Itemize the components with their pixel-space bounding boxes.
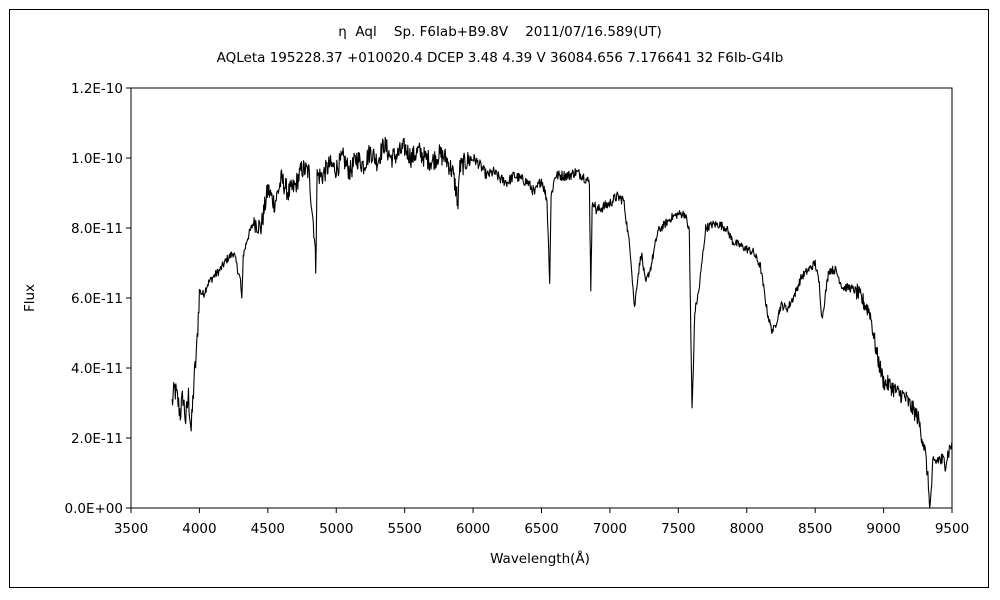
y-tick-label: 4.0E-11 [71, 361, 123, 377]
plot-area [130, 87, 953, 509]
spectrum-line [171, 136, 953, 509]
x-tick-label: 8500 [798, 521, 832, 537]
y-tick-label: 8.0E-11 [71, 221, 123, 237]
y-tick-label: 1.2E-10 [71, 81, 123, 97]
x-tick-label: 4500 [251, 521, 285, 537]
x-tick-label: 8000 [730, 521, 764, 537]
x-tick-label: 7500 [661, 521, 695, 537]
x-tick-label: 5000 [319, 521, 353, 537]
x-tick-label: 4000 [182, 521, 216, 537]
x-tick-label: 9000 [866, 521, 900, 537]
x-tick-label: 5500 [387, 521, 421, 537]
chart-subtitle: AQLeta 195228.37 +010020.4 DCEP 3.48 4.3… [216, 50, 784, 66]
x-tick-label: 6500 [524, 521, 558, 537]
x-tick-label: 3500 [114, 521, 148, 537]
y-tick-label: 1.0E-10 [71, 151, 123, 167]
x-axis-label: Wavelength(Å) [490, 551, 590, 567]
y-tick-label: 0.0E+00 [65, 501, 124, 517]
y-axis: 0.0E+00 2.0E-11 4.0E-11 6.0E-11 8.0E-11 1.0E-… [65, 81, 131, 517]
x-tick-label: 7000 [593, 521, 627, 537]
chart-frame [9, 9, 989, 588]
x-axis: 3500 4000 4500 5000 5500 6000 6500 7000 7500 8000… [114, 508, 969, 537]
y-tick-label: 2.0E-11 [71, 431, 123, 447]
x-tick-label: 9500 [935, 521, 969, 537]
y-tick-label: 6.0E-11 [71, 291, 123, 307]
chart-title: η Aql Sp. F6Iab+B9.8V 2011/07/16.589(UT) [338, 24, 662, 40]
x-tick-label: 6000 [456, 521, 490, 537]
